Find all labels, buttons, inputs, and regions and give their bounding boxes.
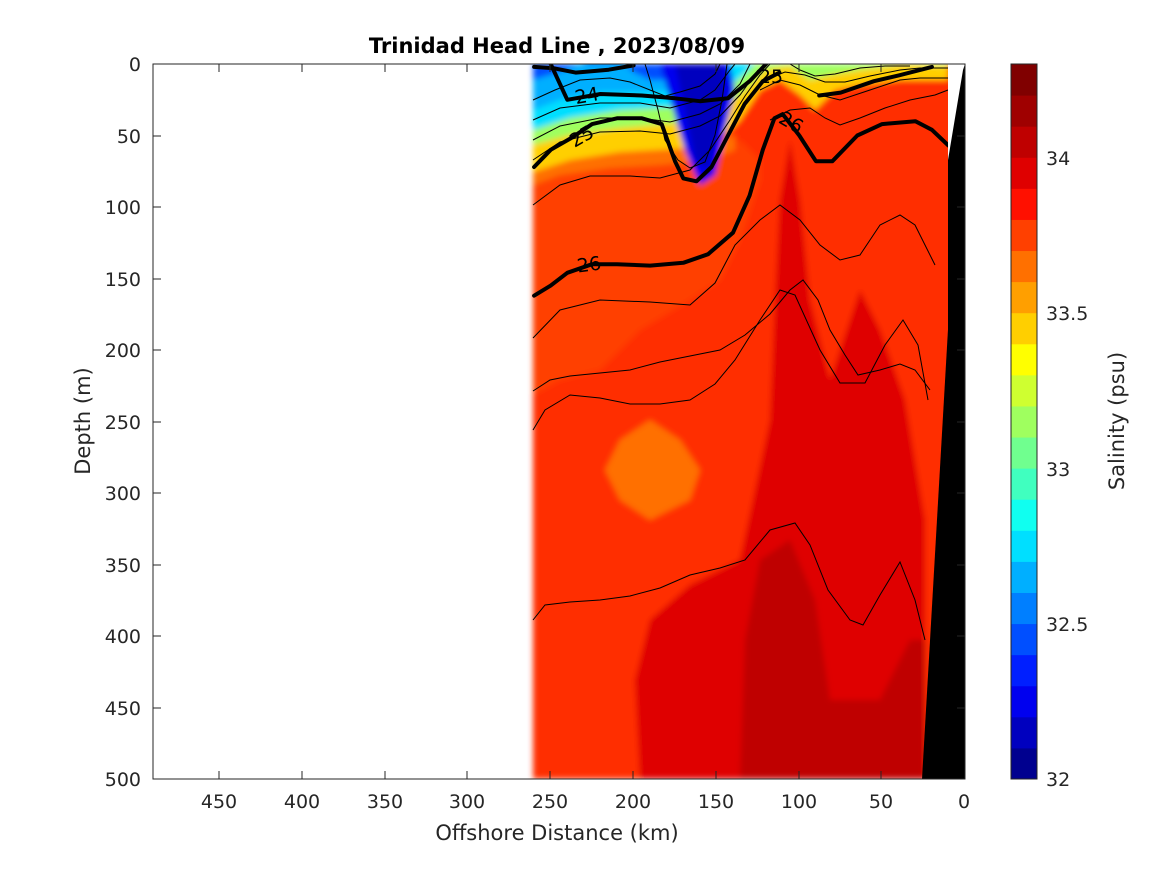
contour-thin-14 [789, 64, 910, 77]
density-contour-26 [532, 112, 951, 298]
contour-label-26-deep: 26 [576, 252, 603, 277]
salinity-minimum-core-2 [675, 64, 725, 170]
colorbar-segment [1011, 312, 1037, 345]
colorbar-segment [1011, 188, 1037, 220]
colorbar-tick-label: 33 [1046, 459, 1070, 481]
contour-label-25-nearshore: 25 [759, 66, 783, 88]
x-tick-marks [218, 64, 882, 779]
y-tick-label: 500 [105, 769, 141, 791]
x-tick-label: 300 [449, 791, 485, 813]
y-tick-label: 50 [117, 126, 141, 148]
colorbar-segment [1011, 64, 1037, 96]
colorbar-segment [1011, 405, 1037, 438]
colorbar-tick-label: 33.5 [1046, 303, 1088, 325]
contour-thin-13 [769, 89, 949, 126]
thin-density-contours [532, 64, 949, 641]
y-tick-label: 0 [129, 54, 141, 76]
colorbar-segment [1011, 250, 1037, 283]
salinity-deep-core [635, 140, 925, 779]
x-tick-label: 0 [958, 791, 970, 813]
contour-thin-9 [532, 64, 721, 101]
colorbar-segment [1011, 747, 1037, 780]
colorbar-segment [1011, 530, 1037, 562]
colorbar-tick-label: 34 [1046, 148, 1070, 170]
colorbar-segment [1011, 499, 1037, 531]
chart-title: Trinidad Head Line , 2023/08/09 [369, 34, 745, 58]
x-tick-label: 100 [781, 791, 817, 813]
colorbar-segment [1011, 654, 1037, 687]
colorbar-label: Salinity (psu) [1105, 352, 1129, 490]
x-axis-label: Offshore Distance (km) [435, 821, 678, 845]
x-tick-label: 200 [615, 791, 651, 813]
colorbar-segment [1011, 561, 1037, 593]
density-contour-25 [532, 70, 782, 184]
colorbar-segment [1011, 95, 1037, 127]
density-contour-24 [532, 64, 636, 75]
colorbar-segment [1011, 623, 1037, 656]
contour-thin-5 [532, 64, 771, 206]
salinity-field [533, 64, 963, 779]
colorbar [1011, 64, 1037, 780]
x-tick-label: 450 [201, 791, 237, 813]
contour-thin-1 [532, 279, 931, 392]
y-tick-label: 250 [105, 412, 141, 434]
y-tick-label: 400 [105, 626, 141, 648]
bold-density-contours [532, 64, 951, 298]
contour-label-24: 24 [573, 83, 601, 109]
y-axis-label: Depth (m) [71, 367, 95, 474]
bathymetry-mask-edge [948, 64, 965, 779]
contour-thin-11 [759, 77, 948, 101]
x-tick-label: 350 [367, 791, 403, 813]
colorbar-segment [1011, 592, 1037, 625]
y-tick-label: 350 [105, 555, 141, 577]
colorbar-segment [1011, 157, 1037, 189]
colorbar-segment [1011, 437, 1037, 469]
y-axis: 0 50 100 150 200 250 300 350 400 450 500 [105, 54, 141, 791]
y-tick-label: 300 [105, 483, 141, 505]
contour-thin-7 [532, 64, 751, 141]
y-tick-label: 150 [105, 269, 141, 291]
colorbar-tick-label: 32.5 [1046, 614, 1088, 636]
density-contour-25 [817, 64, 934, 98]
y-tick-label: 200 [105, 340, 141, 362]
colorbar-segment [1011, 468, 1037, 500]
contour-thin-2 [532, 289, 929, 431]
contour-thin-4 [532, 204, 936, 339]
colorbar-segment [1011, 374, 1037, 407]
colorbar-segment [1011, 126, 1037, 158]
colorbar-ticks: 32 32.5 33 33.5 34 [1046, 148, 1088, 791]
x-tick-label: 250 [532, 791, 568, 813]
x-tick-label: 50 [869, 791, 893, 813]
colorbar-segment [1011, 281, 1037, 314]
y-tick-label: 100 [105, 197, 141, 219]
salinity-bottom-max [740, 540, 925, 779]
x-tick-label: 400 [284, 791, 320, 813]
y-tick-label: 450 [105, 698, 141, 720]
colorbar-segment [1011, 343, 1037, 376]
x-tick-label: 150 [698, 791, 734, 813]
colorbar-segment [1011, 716, 1037, 749]
y-tick-marks [153, 135, 965, 709]
colorbar-segment [1011, 685, 1037, 718]
colorbar-tick-label: 32 [1046, 769, 1070, 791]
salinity-lower-band [533, 170, 720, 230]
colorbar-segment [1011, 219, 1037, 252]
x-axis: 450 400 350 300 250 200 150 100 50 0 [201, 791, 970, 813]
salinity-orange-offshore [605, 420, 700, 520]
density-contour-24 [548, 64, 769, 104]
contour-thin-3 [532, 522, 926, 641]
contour-thin-12 [764, 67, 948, 83]
colorbar-frame [1010, 63, 1038, 780]
